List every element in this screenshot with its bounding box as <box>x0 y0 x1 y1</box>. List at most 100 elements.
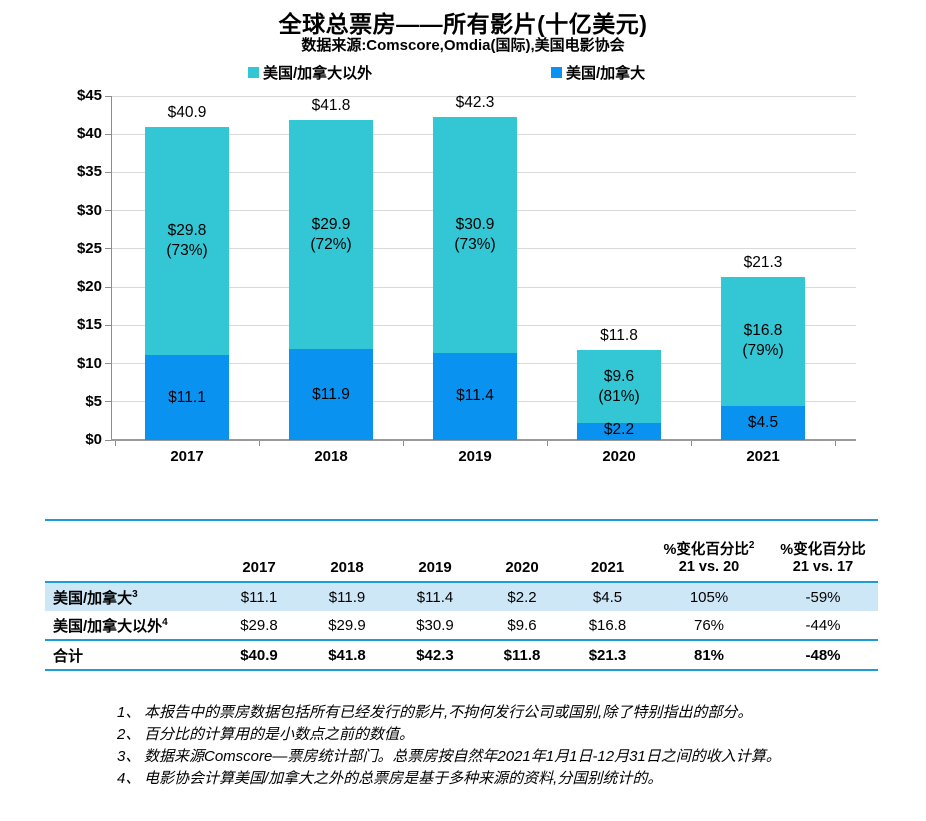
y-tick-label-10: $10 <box>76 354 102 372</box>
y-axis-tick-25 <box>105 248 111 250</box>
table-row: 美国/加拿大3 $11.1 $11.9 $11.4 $2.2 $4.5 105% -59% <box>45 582 878 611</box>
x-axis-tick <box>115 441 116 446</box>
bar-label-international-2020: $9.6 (81%) <box>598 367 640 405</box>
bar-total-label-2019: $42.3 <box>455 93 495 111</box>
footnote-number: 1、 <box>117 704 141 721</box>
y-tick-label-20: $20 <box>76 278 102 296</box>
x-tick-label-2020: 2020 <box>602 448 636 465</box>
footnote-2: 2、 百分比的计算用的是小数点之前的数值。 <box>117 724 781 746</box>
bar-label-international-2018: $29.9 (72%) <box>310 215 352 253</box>
x-axis-tick <box>259 441 260 446</box>
legend-item-international: 美国/加拿大以外 <box>248 62 372 83</box>
y-axis <box>111 96 112 440</box>
footnote-3: 3、 数据来源Comscore—票房统计部门。总票房按自然年2021年1月1日-1… <box>117 746 781 768</box>
y-axis-tick-40 <box>105 133 111 135</box>
bar-label-international-2021: $16.8 (79%) <box>742 322 784 360</box>
legend-label-us-canada: 美国/加拿大 <box>566 65 646 82</box>
x-axis <box>111 439 856 441</box>
chart-subtitle: 数据来源:Comscore,Omdia(国际),美国电影协会 <box>301 37 625 54</box>
bar-label-international-2017: $29.8 (73%) <box>166 222 208 260</box>
legend-item-us-canada: 美国/加拿大 <box>551 62 645 83</box>
table-header-2018: 2018 <box>330 559 364 576</box>
x-axis-tick <box>835 441 836 446</box>
y-tick-label-45: $45 <box>76 87 102 104</box>
stacked-bar-chart: $0 $5 $10 $15 $20 $25 $30 $35 $40 $45 $11.1 $29.8 (… <box>77 87 856 465</box>
table-header-pct-change-2: %变化百分比 21 vs. 17 <box>780 542 866 575</box>
table-header-row: 2017 2018 2019 2020 2021 %变化百分比2 21 vs. 20 %变化百… <box>45 520 878 582</box>
table-cell: -48% <box>805 646 841 664</box>
footnote-number: 3、 <box>117 748 141 765</box>
table-cell: $11.8 <box>503 646 541 664</box>
table-row: 美国/加拿大以外4 $29.8 $29.9 $30.9 $9.6 $16.8 76% -44% <box>45 611 878 640</box>
y-tick-label-35: $35 <box>76 163 102 181</box>
table-cell: $16.8 <box>588 616 627 634</box>
table-cell: -44% <box>805 616 841 634</box>
table-cell: $11.9 <box>328 588 366 606</box>
table-row: 合计 $40.9 $41.8 $42.3 $11.8 $21.3 81% -48% <box>45 640 878 670</box>
bar-segment-us-canada-2019 <box>433 352 517 440</box>
footnote-text: 数据来源Comscore—票房统计部门。总票房按自然年2021年1月1日-12月… <box>144 748 781 765</box>
bar-label-us-canada-2018: $11.9 <box>312 385 350 403</box>
bar-segment-us-canada-2020 <box>577 423 661 440</box>
x-axis-tick <box>547 441 548 446</box>
table-cell: $41.8 <box>328 646 366 664</box>
footnotes: 1、 本报告中的票房数据包括所有已经发行的影片,不拘何发行公司或国别,除了特别指出… <box>117 702 781 790</box>
legend-label-international: 美国/加拿大以外 <box>263 65 373 82</box>
bar-label-us-canada-2017: $11.1 <box>168 388 206 406</box>
bar-segment-us-canada-2017 <box>145 355 229 440</box>
table-header-2020: 2020 <box>505 559 539 576</box>
table-cell: 81% <box>693 646 725 664</box>
y-axis-tick-35 <box>105 171 111 173</box>
footnote-1: 1、 本报告中的票房数据包括所有已经发行的影片,不拘何发行公司或国别,除了特别指出… <box>117 702 781 724</box>
bar-segment-international-2017 <box>145 127 229 356</box>
bar-label-us-canada-2020: $2.2 <box>603 421 635 438</box>
y-axis-tick-30 <box>105 210 111 212</box>
x-tick-label-2018: 2018 <box>314 448 348 465</box>
table-cell: $40.9 <box>240 646 278 664</box>
table-header-2019: 2019 <box>418 559 452 576</box>
table-cell: $29.9 <box>328 616 366 634</box>
table-cell: $30.9 <box>416 616 454 634</box>
bar-total-label-2017: $40.9 <box>167 104 207 122</box>
table-cell: $29.8 <box>240 616 278 634</box>
legend-swatch-international-icon <box>248 67 259 78</box>
y-tick-label-15: $15 <box>76 316 102 334</box>
x-tick-label-2017: 2017 <box>170 448 204 465</box>
bar-total-label-2020: $11.8 <box>600 326 638 344</box>
x-axis-tick <box>403 441 404 446</box>
summary-table: 2017 2018 2019 2020 2021 %变化百分比2 21 vs. 20 %变化百… <box>45 519 878 671</box>
footnote-text: 本报告中的票房数据包括所有已经发行的影片,不拘何发行公司或国别,除了特别指出的部… <box>144 704 753 721</box>
table-row-label: 美国/加拿大以外4 <box>53 616 168 635</box>
footnote-4: 4、 电影协会计算美国/加拿大之外的总票房是基于多种来源的资料,分国别统计的。 <box>117 768 781 790</box>
x-axis-tick <box>691 441 692 446</box>
table-cell: 76% <box>693 616 725 634</box>
bar-segment-international-2020 <box>577 349 661 424</box>
y-tick-label-30: $30 <box>76 201 102 219</box>
bar-label-international-2019: $30.9 (73%) <box>454 215 496 253</box>
footnote-text: 电影协会计算美国/加拿大之外的总票房是基于多种来源的资料,分国别统计的。 <box>144 770 663 787</box>
table-cell: $4.5 <box>592 588 623 606</box>
y-axis-tick-15 <box>105 324 111 326</box>
bar-label-us-canada-2019: $11.4 <box>456 387 494 405</box>
table-header-2017: 2017 <box>242 559 276 576</box>
legend-swatch-us-canada-icon <box>551 67 562 78</box>
y-axis-tick-5 <box>105 401 111 403</box>
bar-label-us-canada-2021: $4.5 <box>747 413 779 431</box>
bar-segment-international-2018 <box>289 120 373 350</box>
y-axis-tick-45 <box>105 95 111 97</box>
bar-segment-us-canada-2021 <box>721 405 805 440</box>
table-cell: -59% <box>805 588 841 606</box>
table-corner <box>45 520 215 582</box>
y-tick-label-25: $25 <box>76 239 102 257</box>
bar-segment-us-canada-2018 <box>289 349 373 440</box>
table-cell: $9.6 <box>507 616 537 634</box>
y-axis-tick-0 <box>105 439 111 441</box>
bar-total-label-2021: $21.3 <box>743 254 783 272</box>
footnote-text: 百分比的计算用的是小数点之前的数值。 <box>144 726 415 743</box>
table-header-pct-change-1: %变化百分比2 21 vs. 20 <box>663 540 755 575</box>
y-axis-tick-10 <box>105 363 111 365</box>
x-tick-label-2019: 2019 <box>458 448 492 465</box>
table-row-label: 美国/加拿大3 <box>53 588 138 607</box>
table-cell: $21.3 <box>588 646 627 664</box>
